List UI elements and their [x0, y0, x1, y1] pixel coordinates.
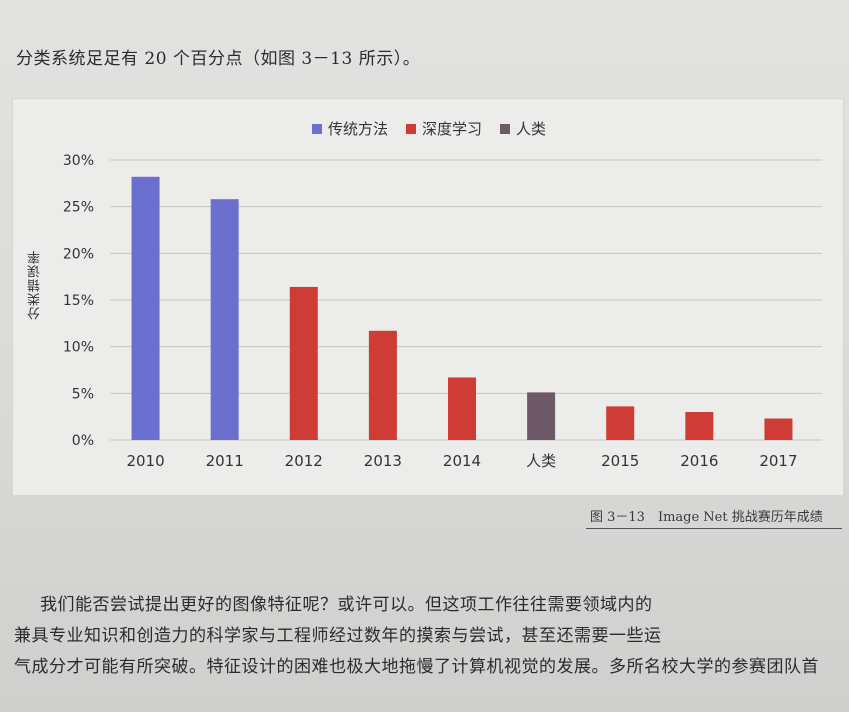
bar-2010: [131, 176, 160, 441]
bar-2017: [764, 418, 793, 440]
bar-2013: [368, 330, 397, 440]
bar-2016: [685, 412, 714, 440]
x-tick-label: 2016: [680, 452, 718, 470]
legend-swatch-deep-learning: [406, 123, 417, 134]
body-line: 我们能否尝试提出更好的图像特征呢？或许可以。但这项工作往往需要领域内的: [40, 595, 653, 615]
y-tick-label: 30%: [63, 153, 94, 169]
y-tick-label: 20%: [63, 246, 94, 262]
legend-label-human: 人类: [516, 120, 547, 138]
x-tick-label: 2013: [364, 452, 402, 470]
legend-item-traditional: 传统方法: [312, 118, 388, 139]
x-tick-label: 2017: [759, 452, 797, 470]
legend-label-deep-learning: 深度学习: [422, 120, 483, 138]
body-line: 兼具专业知识和创造力的科学家与工程师经过数年的摸索与尝试，甚至还需要一些运: [14, 626, 662, 646]
chart-legend: 传统方法 深度学习 人类: [312, 118, 546, 139]
x-tick-label: 2012: [285, 452, 323, 470]
bar-2012: [289, 286, 318, 440]
y-tick-label: 5%: [72, 386, 94, 402]
bar-人类: [527, 392, 556, 440]
legend-swatch-human: [500, 123, 511, 134]
caption-rule: [586, 528, 842, 529]
x-tick-label: 人类: [526, 452, 556, 470]
legend-item-human: 人类: [500, 118, 546, 139]
bar-2014: [448, 377, 476, 440]
figure-caption: 图 3－13 Image Net 挑战赛历年成绩: [590, 510, 823, 525]
bar-2011: [210, 199, 239, 440]
legend-item-deep-learning: 深度学习: [406, 118, 482, 139]
x-tick-label: 2015: [601, 452, 639, 470]
y-axis-label: 分类错误率: [28, 250, 43, 320]
y-tick-label: 15%: [63, 293, 94, 309]
legend-label-traditional: 传统方法: [328, 120, 389, 138]
y-tick-label: 0%: [72, 433, 94, 449]
y-tick-label: 10%: [63, 340, 94, 356]
body-text: 我们能否尝试提出更好的图像特征呢？或许可以。但这项工作往往需要领域内的 兼具专业…: [0, 590, 849, 683]
legend-swatch-traditional: [312, 123, 322, 134]
y-tick-label: 25%: [63, 200, 94, 216]
intro-text: 分类系统足足有 20 个百分点（如图 3－13 所示）。: [16, 49, 421, 69]
x-tick-label: 2011: [206, 452, 244, 470]
bar-2015: [606, 406, 635, 440]
x-tick-label: 2014: [443, 452, 481, 470]
x-tick-label: 2010: [126, 452, 164, 470]
body-line: 气成分才可能有所突破。特征设计的困难也极大地拖慢了计算机视觉的发展。多所名校大学…: [14, 657, 819, 677]
